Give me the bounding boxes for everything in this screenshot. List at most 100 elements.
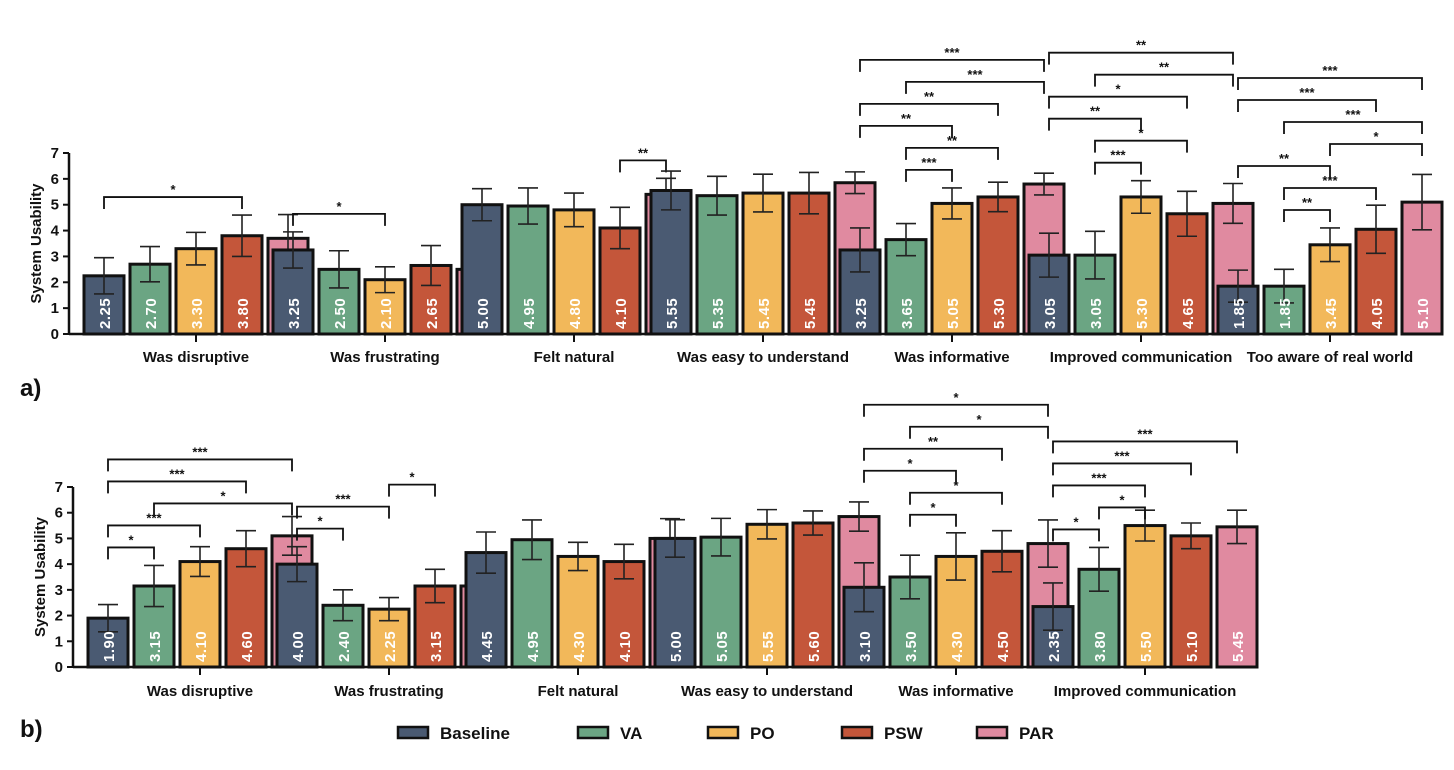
legend-item-par: PAR (975, 724, 1054, 743)
data-label: 4.45 (479, 631, 496, 662)
data-label: 5.00 (475, 298, 492, 329)
legend-swatch (706, 725, 740, 740)
category-group: Was informative3.103.504.304.504.80*****… (842, 390, 1070, 700)
significance-bracket (863, 447, 1003, 461)
data-label: 2.65 (424, 298, 441, 329)
bar-psw (976, 195, 1020, 336)
data-label: 2.50 (332, 298, 349, 329)
significance-label: *** (335, 492, 351, 507)
x-tick-label: Improved communication (1050, 349, 1233, 366)
y-tick-label: 3 (55, 582, 63, 599)
significance-bracket (1098, 506, 1146, 520)
significance-bracket (905, 147, 999, 160)
significance-label: ** (638, 145, 649, 160)
legend-swatch (975, 725, 1009, 740)
legend-item-baseline: Baseline (396, 724, 510, 743)
significance-label: ** (1279, 151, 1290, 166)
significance-label: ** (901, 111, 912, 126)
significance-bracket (296, 527, 344, 541)
significance-label: ** (924, 89, 935, 104)
significance-bracket (863, 403, 1049, 417)
data-label: 1.90 (101, 631, 118, 662)
significance-label: *** (1137, 426, 1153, 441)
legend-swatch (396, 725, 430, 740)
significance-bracket (107, 524, 201, 538)
legend-item-po: PO (706, 724, 775, 743)
x-tick-label: Too aware of real world (1247, 349, 1413, 366)
significance-bracket (859, 103, 999, 116)
panel-label: a) (20, 375, 41, 402)
legend-label: VA (620, 724, 642, 743)
bar-va (1077, 567, 1121, 669)
data-label: 4.00 (290, 631, 307, 662)
x-tick-label: Felt natural (534, 349, 615, 366)
significance-bracket (1329, 143, 1423, 156)
significance-bracket (1283, 121, 1423, 134)
y-tick-label: 5 (51, 197, 59, 214)
y-tick-label: 1 (51, 300, 59, 317)
significance-bracket (859, 125, 953, 138)
data-label: 5.50 (1138, 631, 1155, 662)
bar-po (178, 560, 222, 669)
significance-bracket (905, 169, 953, 182)
x-tick-label: Was informative (894, 349, 1009, 366)
data-label: 3.65 (899, 298, 916, 329)
significance-bracket (909, 513, 957, 527)
y-tick-label: 4 (51, 223, 60, 240)
significance-bracket (107, 480, 247, 494)
data-label: 5.05 (945, 298, 962, 329)
data-label: 5.10 (1184, 631, 1201, 662)
significance-label: *** (921, 155, 937, 170)
significance-bracket (103, 196, 243, 210)
y-tick-label: 5 (55, 530, 63, 547)
legend-label: PAR (1019, 724, 1054, 743)
x-tick-label: Improved communication (1054, 683, 1237, 700)
data-label: 3.30 (189, 298, 206, 329)
data-label: 3.50 (903, 631, 920, 662)
significance-label: *** (967, 67, 983, 82)
y-axis-title: System Usability (32, 516, 49, 637)
significance-label: *** (1091, 470, 1107, 485)
significance-bracket (1048, 51, 1234, 65)
y-tick-label: 6 (55, 505, 63, 522)
significance-label: * (220, 488, 226, 503)
y-tick-label: 2 (51, 274, 59, 291)
data-label: 4.95 (525, 631, 542, 662)
bar-psw (598, 226, 642, 336)
panel-a: 0 1 2 3 4 5 6 7 System Usability a) Was disruptive… (20, 38, 1444, 402)
significance-bracket (1237, 77, 1423, 90)
significance-bracket (1052, 484, 1146, 498)
significance-bracket (859, 59, 1045, 72)
significance-label: * (1138, 126, 1144, 141)
bar-va (510, 538, 554, 669)
y-tick-label: 4 (55, 556, 64, 573)
data-label: 5.45 (802, 298, 819, 329)
legend-label: Baseline (440, 724, 510, 743)
legend-item-psw: PSW (840, 724, 924, 743)
data-label: 5.00 (668, 631, 685, 662)
significance-bracket (1048, 117, 1142, 131)
panel-b: 0 1 2 3 4 5 6 7 System Usability b) Was disruptive… (20, 390, 1259, 743)
y-tick-label: 0 (55, 659, 63, 676)
data-label: 2.40 (336, 631, 353, 662)
significance-label: ** (1136, 38, 1147, 53)
x-tick-label: Felt natural (538, 683, 619, 700)
significance-bracket (905, 81, 1045, 94)
significance-bracket (1094, 139, 1188, 153)
x-tick-label: Was informative (898, 683, 1013, 700)
significance-bracket (1283, 187, 1377, 200)
data-label: 5.10 (1415, 298, 1432, 329)
y-tick-label: 6 (51, 171, 59, 188)
data-label: 4.65 (1180, 298, 1197, 329)
legend-label: PO (750, 724, 775, 743)
data-label: 5.35 (710, 298, 727, 329)
significance-label: * (170, 182, 176, 197)
significance-label: * (976, 412, 982, 427)
x-tick-label: Was disruptive (143, 349, 249, 366)
bar-baseline (649, 188, 693, 336)
significance-bracket (388, 483, 436, 497)
data-label: 5.55 (760, 631, 777, 662)
significance-label: *** (169, 466, 185, 481)
significance-label: *** (1114, 448, 1130, 463)
